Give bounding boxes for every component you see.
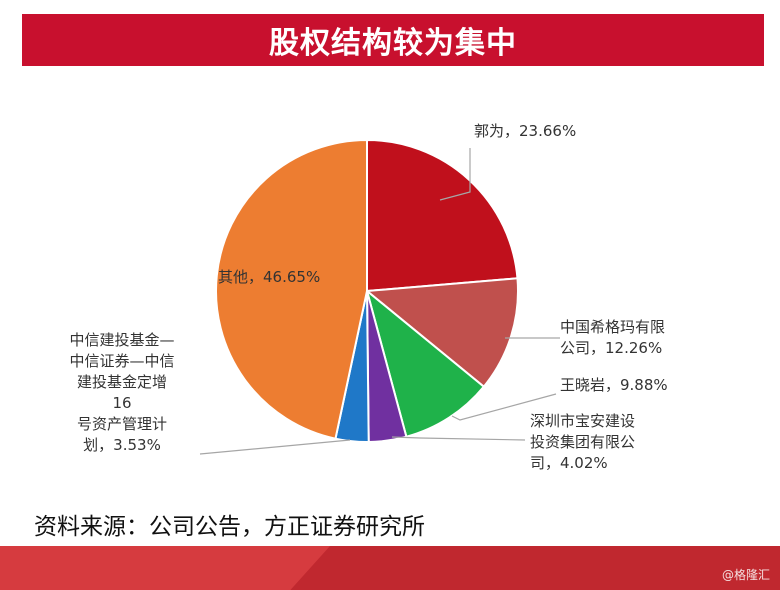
slice-label-1: 中国希格玛有限公司，12.26% (560, 318, 665, 357)
leader-line-2 (451, 393, 557, 421)
slice-label-2: 王晓岩，9.88% (560, 376, 668, 394)
pie-slice-5 (215, 138, 368, 440)
watermark: @格隆汇 (721, 568, 770, 582)
pie-chart: 郭为，23.66% 中国希格玛有限公司，12.26% 王晓岩，9.88% 深圳市宝安建… (69, 122, 668, 472)
slice-label-0: 郭为，23.66% (474, 122, 576, 140)
pie-slice-1 (364, 277, 519, 389)
page-title: 股权结构较为集中 (269, 26, 517, 61)
slice-label-4: 中信建投基金—中信证券—中信建投基金定增 16 号资产管理计划，3.53% (69, 331, 174, 454)
footer-accent (0, 546, 330, 590)
leader-line-0 (439, 148, 471, 201)
slice-label-3: 深圳市宝安建设投资集团有限公司，4.02% (530, 412, 635, 472)
title-bar: 股权结构较为集中 (22, 14, 764, 66)
leader-line-3 (391, 436, 526, 441)
slice-label-5: 其他，46.65% (218, 268, 320, 286)
pie-slice-0 (366, 138, 519, 293)
pie-slice-2 (365, 288, 486, 438)
source-note: 资料来源：公司公告，方正证券研究所 (34, 514, 425, 540)
leader-line-4 (199, 439, 351, 455)
